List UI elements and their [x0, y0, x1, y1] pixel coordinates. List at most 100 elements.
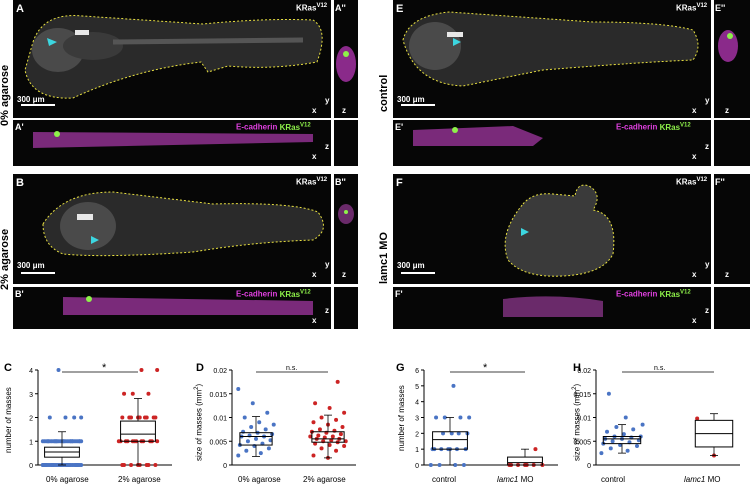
y-tick-label: 4	[29, 368, 33, 375]
plot-label-h: H	[573, 362, 581, 374]
row-label-2-agarose: 2% agarose	[0, 228, 11, 290]
larva-image-f	[401, 184, 615, 277]
data-point	[54, 439, 59, 444]
axis-x-a: x	[312, 106, 317, 115]
data-point	[335, 379, 340, 384]
data-point	[311, 420, 316, 425]
larva-image-a	[21, 15, 323, 106]
data-point	[319, 446, 324, 451]
data-point	[155, 439, 160, 444]
data-point	[634, 444, 639, 448]
axis-y-b: y	[325, 260, 330, 269]
data-point	[56, 368, 61, 372]
axis-y-a: y	[325, 96, 330, 105]
scale-label-b: 300 μm	[17, 261, 45, 270]
plot-g-sig: *	[483, 362, 488, 374]
plot-h-xlabel-1: control	[601, 475, 626, 484]
data-point	[249, 425, 254, 429]
data-point	[451, 383, 456, 388]
panel-a-main	[13, 0, 331, 118]
data-point	[614, 425, 619, 429]
scale-label-a: 300 μm	[17, 95, 45, 104]
label-a-ortho-z: A'	[15, 122, 24, 132]
data-point	[130, 391, 135, 396]
data-point	[236, 453, 241, 458]
data-point	[640, 422, 645, 427]
axis-z-b: z	[342, 270, 346, 279]
label-f: F	[396, 177, 403, 189]
data-point	[129, 415, 134, 420]
data-point	[236, 387, 241, 391]
panel-f-ortho-z	[393, 287, 711, 329]
data-point	[146, 391, 151, 396]
y-tick-label: 3	[29, 392, 33, 399]
panel-b-ortho-y	[334, 174, 358, 284]
data-point	[461, 463, 466, 467]
plot-g-xlabel-2: lamc1 MO	[497, 475, 534, 484]
axis-x-b: x	[312, 270, 317, 279]
scale-label-e: 300 μm	[397, 95, 425, 104]
label-f-ortho-z: F'	[395, 289, 403, 299]
data-point	[77, 439, 82, 444]
larva-image-b	[21, 191, 324, 274]
plot-h-ylabel: size of masses (mm2)	[572, 383, 582, 461]
data-point	[313, 401, 318, 406]
y-tick-label: 4	[415, 400, 419, 407]
panel-b-corner	[334, 287, 358, 329]
panel-e-main	[393, 0, 711, 118]
plot-d-xlabel-1: 0% agarose	[238, 475, 281, 484]
row-label-control: control	[378, 74, 390, 112]
y-tick-label: 1	[29, 439, 33, 446]
data-point	[271, 422, 276, 427]
data-point	[66, 463, 71, 467]
axis-x-f: x	[692, 270, 697, 279]
data-point	[453, 463, 458, 467]
data-point	[441, 431, 446, 436]
data-point	[137, 415, 142, 420]
data-point	[695, 416, 700, 421]
axis-z-b-ortho: z	[325, 306, 329, 315]
y-tick-label: 0	[415, 463, 419, 470]
panel-b-ortho-z	[13, 287, 331, 329]
box-plots: 0 1 2 3 4 0 0.005 0.01 0.015 0.02 0 1 2 3 4 5 6 0 0.005…	[29, 368, 740, 470]
panel-e-corner	[714, 120, 750, 166]
y-tick-label: 0.02	[213, 368, 227, 375]
plot-h-sig: n.s.	[654, 365, 666, 372]
plot-c-sig: *	[102, 362, 107, 374]
data-point	[338, 432, 343, 437]
larva-image-e	[401, 11, 699, 106]
y-tick-label: 0.01	[577, 416, 591, 423]
data-point	[250, 401, 255, 406]
y-tick-label: 5	[415, 384, 419, 391]
data-point	[327, 443, 332, 448]
data-point	[257, 420, 262, 425]
data-point	[61, 439, 66, 444]
data-point	[72, 415, 77, 420]
data-point	[623, 415, 628, 420]
y-tick-label: 0	[223, 463, 227, 470]
data-point	[155, 368, 160, 372]
panel-f-main	[393, 174, 711, 284]
y-tick-label: 2	[29, 416, 33, 423]
data-point	[342, 410, 347, 415]
plot-label-d: D	[196, 362, 204, 374]
label-f-ortho-y: F''	[715, 177, 725, 187]
label-b-ortho-z: B'	[15, 289, 24, 299]
plot-c: 0 1 2 3 4	[29, 368, 172, 470]
data-point	[319, 415, 324, 420]
data-point	[75, 463, 80, 467]
box	[120, 420, 156, 442]
panel-f-ortho-y	[714, 174, 750, 284]
data-point	[70, 439, 75, 444]
data-point	[254, 436, 258, 441]
plot-d-ylabel: size of masses (mm2)	[194, 383, 204, 461]
box	[239, 432, 273, 446]
data-point	[51, 463, 56, 467]
label-b: B	[16, 177, 24, 189]
data-point	[434, 415, 439, 420]
data-point	[263, 427, 268, 432]
axis-x-a-ortho: x	[312, 152, 317, 161]
box	[432, 431, 468, 450]
data-point	[153, 415, 158, 420]
label-e: E	[396, 3, 404, 15]
